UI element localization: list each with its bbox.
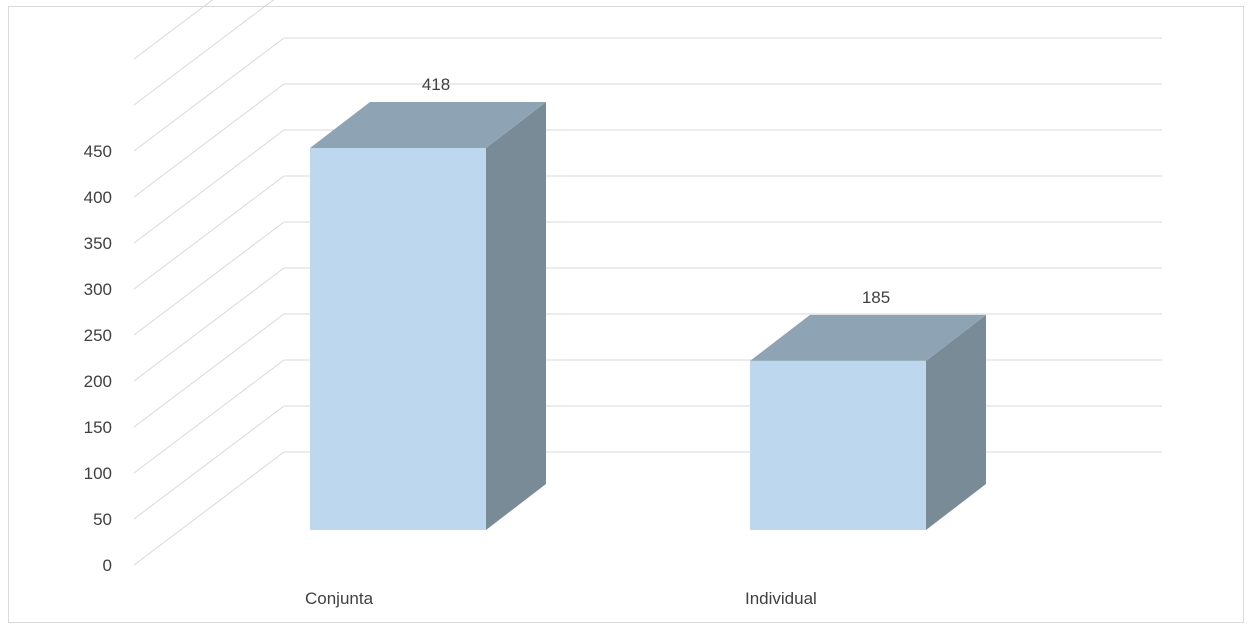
gridline-diagonal [133,221,285,336]
y-tick-label: 150 [84,418,112,437]
x-axis-ticks: Conjunta Individual [305,589,817,608]
gridline-diagonal [133,37,285,152]
gridline-diagonal [133,405,285,520]
gridline-diagonal [133,175,285,290]
y-tick-label: 400 [84,188,112,207]
gridline-diagonal [133,0,275,106]
gridline-diagonal [133,313,285,428]
bar-top [750,314,986,361]
y-tick-label: 450 [84,142,112,161]
gridline-diagonal [133,451,285,566]
y-tick-label: 0 [103,556,112,575]
bar-side [486,102,546,530]
data-label: 418 [422,75,450,94]
y-tick-label: 350 [84,234,112,253]
chart-bars [310,102,986,530]
y-tick-label: 100 [84,464,112,483]
y-tick-label: 250 [84,326,112,345]
data-label: 185 [862,288,890,307]
y-tick-label: 200 [84,372,112,391]
y-axis-ticks: 0 50 100 150 200 250 300 350 400 450 [84,142,112,575]
bar-top [310,102,546,148]
bar-side [926,314,986,530]
gridline-diagonal [133,359,285,474]
gridline-diagonal [133,83,285,198]
y-tick-label: 300 [84,280,112,299]
bar [750,314,986,530]
gridline-diagonal [133,0,214,60]
data-labels: 418 185 [422,75,890,307]
bar-front [310,148,486,530]
y-tick-label: 50 [93,510,112,529]
x-tick-label: Conjunta [305,589,374,608]
gridline-diagonal [133,129,285,244]
bar-front [750,360,926,530]
x-tick-label: Individual [745,589,817,608]
bar [310,102,546,530]
gridline-diagonal [133,267,285,382]
chart-gridlines [133,0,1162,566]
